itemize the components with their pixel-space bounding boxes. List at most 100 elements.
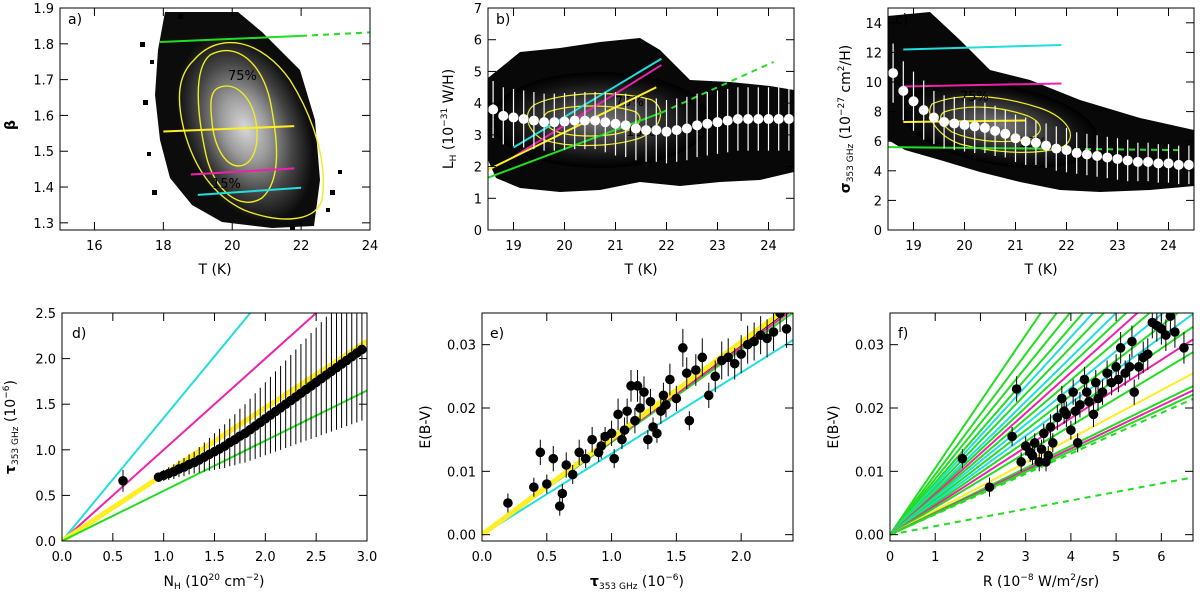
data-point [1068, 387, 1078, 397]
y-tick-label: 12 [865, 46, 882, 61]
binned-point [549, 117, 560, 128]
y-tick-label: 1.5 [35, 398, 56, 413]
data-point [1102, 368, 1112, 378]
x-tick-label: 16 [86, 239, 103, 254]
fit-line-magenta [512, 64, 662, 158]
plot-frame [487, 7, 795, 231]
binned-point [1143, 156, 1154, 167]
data-point [622, 406, 632, 416]
binned-point [692, 120, 703, 131]
axes-frame-0: 16 18 20 22 24 1.3 1.4 1.5 1.6 1.7 1.8 1.9 [33, 2, 378, 254]
binned-point [620, 120, 631, 131]
panel-label-b: b) [496, 12, 510, 28]
contour-label-15: 15% [212, 177, 241, 192]
x-axis-label-b: T (K) [623, 262, 657, 278]
data-point [613, 409, 623, 420]
data-point [535, 447, 546, 458]
data-point [580, 453, 591, 464]
data-point [1097, 387, 1108, 397]
x-tick-label: 2.5 [306, 550, 327, 565]
fit-line-green [890, 476, 1193, 536]
data-point [541, 479, 552, 489]
x-axis-label-f: R (10−8 W/m2/sr) [983, 573, 1099, 590]
binned-point [1153, 158, 1164, 169]
binned-point [959, 119, 970, 130]
binned-point [1061, 145, 1072, 156]
data-point [691, 365, 701, 375]
y-axis-label-c: σ353 GHz (10−27 cm2/H) [837, 45, 856, 193]
x-tick-label: 20 [956, 239, 973, 254]
data-point [619, 425, 630, 435]
x-tick-label: 24 [362, 239, 379, 254]
panel-label-e: e) [490, 326, 504, 342]
data-point [1034, 457, 1045, 467]
data-point [1072, 438, 1083, 448]
data-point [1066, 425, 1076, 435]
x-tick-label: 0.0 [52, 550, 73, 565]
fit-line-green [890, 397, 1193, 536]
data-point [1027, 450, 1038, 461]
binned-point [753, 114, 764, 124]
binned-point [979, 122, 990, 133]
binned-point [918, 105, 929, 116]
fit-line-cyan [512, 57, 662, 149]
x-tick-label: 4 [1067, 550, 1075, 565]
density-speckle [140, 14, 342, 230]
y-tick-label: 10 [865, 76, 882, 91]
y-tick-label: 8 [874, 106, 882, 121]
binned-point [569, 115, 580, 126]
y-tick-label: 0.00 [855, 529, 884, 544]
y-tick-label: 0.02 [855, 402, 884, 417]
plot-frame [889, 312, 1194, 542]
data-point [1142, 349, 1153, 359]
data-point [561, 460, 572, 470]
data-point [736, 349, 746, 359]
data-point [643, 434, 653, 445]
data-point [1161, 330, 1171, 340]
fit-line-cyan [482, 339, 793, 536]
x-tick-label: 24 [1160, 239, 1177, 254]
data-point [1045, 422, 1056, 432]
data-point [749, 336, 759, 347]
panel-label-d: d) [72, 326, 86, 342]
x-tick-label: 23 [1109, 239, 1126, 254]
x-tick-label: 0 [886, 550, 894, 565]
x-tick-label: 2.0 [731, 550, 752, 565]
data-point [635, 403, 645, 413]
fit-line-cyan [197, 186, 302, 196]
data-point [639, 387, 649, 397]
data-point [710, 371, 721, 382]
fit-line-green [890, 313, 1072, 536]
binned-point [1020, 136, 1031, 147]
data-point [1115, 343, 1126, 353]
y-tick-label: 1.9 [33, 2, 54, 17]
data-point [1088, 409, 1099, 420]
binned-point [1132, 156, 1143, 167]
binned-point [681, 123, 692, 134]
fit-line-green [890, 313, 1085, 536]
data-point [587, 434, 597, 445]
binned-point [528, 115, 539, 126]
binned-point [498, 110, 509, 121]
y-tick-label: 0 [474, 224, 482, 239]
binned-point [1081, 149, 1092, 160]
data-point [681, 368, 692, 378]
y-tick-label: 1.7 [33, 74, 54, 89]
x-tick-label: 0.0 [472, 550, 493, 565]
y-tick-label: 0.02 [447, 402, 476, 417]
data-point [762, 333, 772, 344]
data-point [1016, 457, 1026, 467]
binned-point [1051, 143, 1062, 154]
x-tick-label: 0.5 [102, 550, 123, 565]
binned-point [1010, 133, 1021, 144]
binned-point [949, 118, 960, 129]
y-tick-label: 14 [865, 17, 882, 32]
binned-point [990, 125, 1001, 136]
data-point [1090, 377, 1101, 388]
y-axis-label-b: LH (10−31 W/H) [440, 69, 459, 169]
x-axis-label-e: τ353 GHz (10−6) [590, 573, 684, 592]
plot-frame [887, 7, 1195, 231]
x-tick-label: 2.0 [255, 550, 276, 565]
x-tick-label: 22 [293, 239, 310, 254]
